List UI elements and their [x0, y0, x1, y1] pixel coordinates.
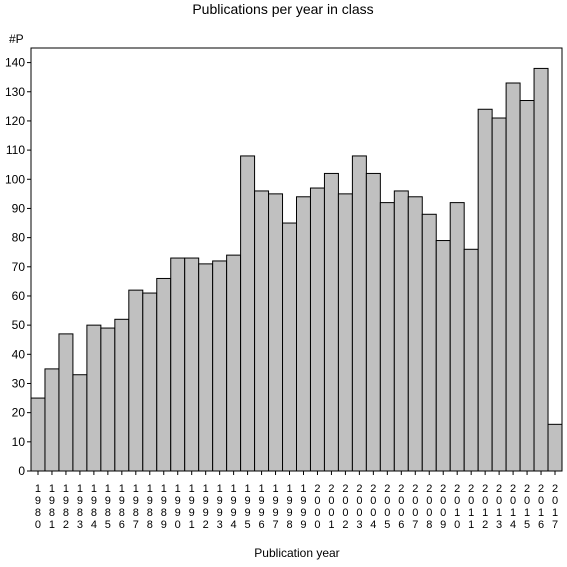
- y-tick-label: 90: [12, 201, 26, 215]
- bar-2008: [421, 213, 437, 472]
- bar-2011: [463, 248, 479, 472]
- bar-1995: [240, 155, 256, 472]
- y-tick-label: 30: [12, 376, 26, 390]
- y-tick-label: 10: [12, 435, 26, 449]
- x-axis: 1 9 8 0 1 9 8 1 1 9 8 2 1 9 8 3 1 9 8 4 1 9 8 5 1 9 8 6 1 9 8 7 1 9 8 8 1 9 8 9…: [35, 471, 558, 531]
- bar-2007: [407, 196, 423, 472]
- bar-1986: [114, 318, 130, 472]
- y-tick-label: 50: [12, 318, 26, 332]
- bar-1984: [86, 324, 102, 472]
- x-axis-label: Publication year: [254, 546, 339, 560]
- bar-2009: [435, 240, 451, 472]
- y-tick-label: 110: [6, 143, 25, 157]
- y-tick-label: 130: [5, 85, 25, 99]
- y-tick-label: 120: [5, 114, 25, 128]
- bar-1991: [184, 257, 200, 472]
- bar-2016: [533, 67, 549, 472]
- bar-2003: [351, 155, 367, 472]
- bar-2013: [491, 117, 507, 472]
- bar-2015: [519, 100, 535, 472]
- bar-1983: [72, 374, 88, 472]
- bar-1999: [296, 196, 311, 472]
- bars: [30, 67, 563, 472]
- bar-2002: [337, 193, 353, 472]
- bar-1982: [58, 333, 74, 472]
- y-tick-label: 20: [12, 406, 26, 420]
- bar-2017: [547, 423, 563, 472]
- bar-2014: [505, 82, 521, 472]
- bar-2012: [477, 108, 493, 472]
- bar-1990: [170, 257, 186, 472]
- bar-1994: [226, 254, 242, 472]
- y-tick-label: 70: [12, 260, 26, 274]
- bar-1981: [44, 368, 60, 472]
- bar-1989: [156, 277, 172, 472]
- bar-1992: [198, 263, 214, 472]
- y-tick-label: 80: [12, 231, 26, 245]
- bar-1993: [212, 260, 228, 472]
- y-axis: 0 10 20 30 40 50 60 70 80 90 100 110 120 130 140: [5, 56, 31, 478]
- bar-2005: [379, 202, 395, 472]
- bar-2010: [449, 202, 465, 472]
- bar-1980: [30, 397, 46, 472]
- y-tick-label: 40: [12, 347, 26, 361]
- chart-title: Publications per year in class: [192, 1, 373, 17]
- y-tick-label: 100: [5, 172, 25, 186]
- y-tick-label: 0: [18, 464, 25, 478]
- bar-1985: [100, 327, 116, 472]
- bar-2001: [323, 172, 339, 472]
- bar-2006: [393, 190, 409, 472]
- y-tick-label: 140: [5, 56, 25, 70]
- bar-1987: [128, 289, 144, 472]
- y-tick-label: 60: [12, 289, 26, 303]
- bar-1988: [142, 292, 158, 472]
- bar-1998: [282, 222, 297, 472]
- bar-2000: [309, 187, 325, 472]
- bar-2004: [365, 172, 381, 472]
- y-axis-label: #P: [9, 32, 24, 46]
- bar-1996: [254, 190, 270, 472]
- bar-1997: [268, 193, 284, 472]
